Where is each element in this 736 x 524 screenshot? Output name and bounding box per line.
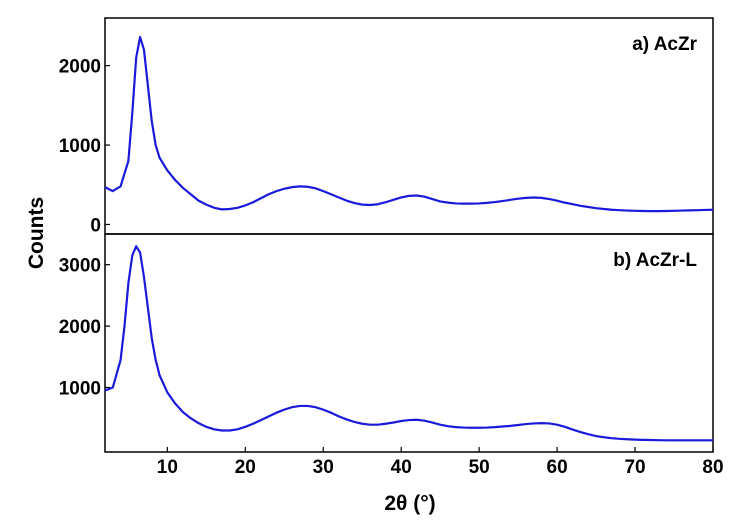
x-tick-label: 80 [702,457,723,478]
x-tick-label: 10 [157,457,178,478]
x-tick-label: 60 [547,457,568,478]
panel-frame [104,17,714,235]
y-tick-label: 0 [90,215,101,236]
x-tick-label: 70 [624,457,645,478]
y-tick-label: 3000 [59,256,101,277]
panel-a: 0 1000 2000 a) AcZr [59,17,714,236]
x-axis: 10 20 30 40 50 60 70 80 [157,447,724,478]
y-tick-label: 1000 [59,379,101,400]
panel-label: a) AcZr [632,34,697,55]
panel-b: 1000 2000 3000 b) AcZr-L [59,233,714,453]
series-line [104,245,713,442]
series-line [104,35,714,213]
y-tick-label: 2000 [59,57,101,78]
panel-frame [104,233,714,453]
x-tick-label: 20 [235,457,256,478]
x-tick-label: 50 [469,457,490,478]
x-tick-label: 40 [391,457,412,478]
y-tick-label: 2000 [59,317,101,338]
x-axis-title: 2θ (°) [384,492,435,515]
y-axis-title: Counts [25,197,48,269]
x-tick-label: 30 [313,457,334,478]
y-tick-label: 1000 [59,136,101,157]
panel-label: b) AcZr-L [613,250,697,271]
